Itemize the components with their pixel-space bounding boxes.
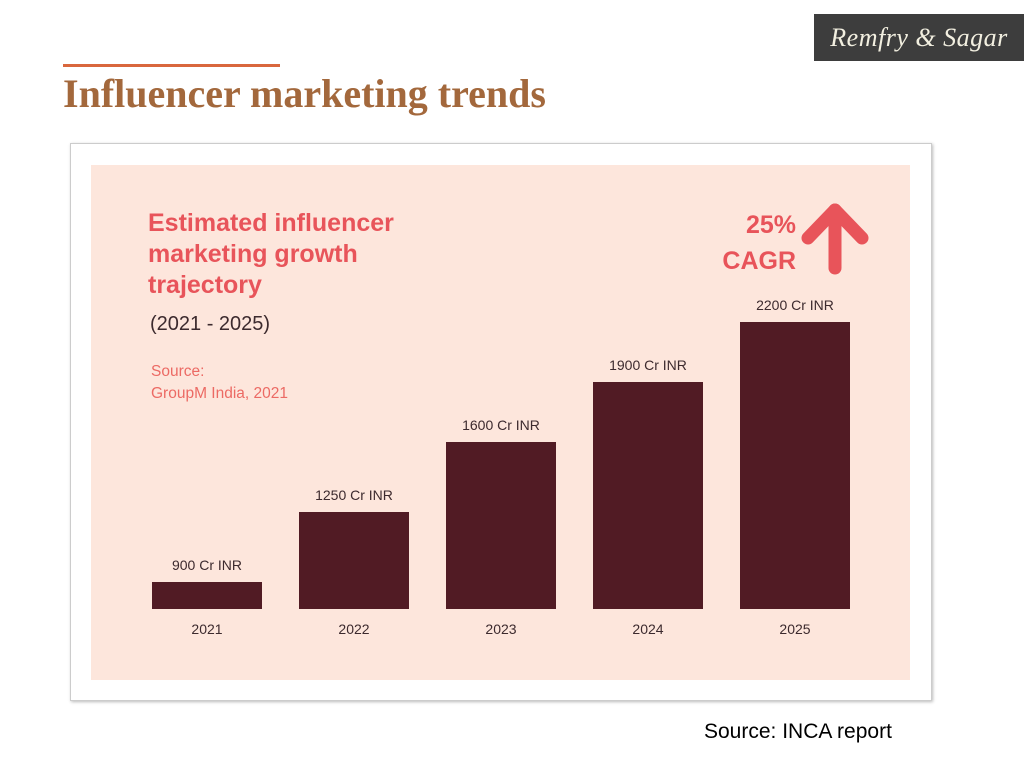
data-label: 2200 Cr INR — [756, 297, 834, 313]
data-label: 1600 Cr INR — [462, 417, 540, 433]
arrow-up-icon — [801, 203, 869, 275]
company-logo: Remfry & Sagar — [814, 14, 1024, 61]
chart-title-line: Estimated influencer — [148, 209, 394, 237]
x-tick-label: 2025 — [779, 621, 810, 637]
source-line: GroupM India, 2021 — [151, 385, 289, 402]
bar-2023 — [446, 442, 556, 609]
x-tick-label: 2021 — [191, 621, 222, 637]
data-label: 1250 Cr INR — [315, 487, 393, 503]
chart-title-line: marketing growth — [148, 240, 358, 268]
data-label: 900 Cr INR — [172, 557, 242, 573]
source-line: Source: — [151, 363, 205, 380]
slide-title: Influencer marketing trends — [63, 71, 546, 116]
bar-2022 — [299, 512, 409, 609]
chart-title: Estimated influencer marketing growth tr… — [148, 208, 448, 301]
data-label: 1900 Cr INR — [609, 357, 687, 373]
chart-title-line: trajectory — [148, 271, 262, 299]
chart-subtitle: (2021 - 2025) — [150, 313, 271, 335]
x-tick-label: 2022 — [338, 621, 369, 637]
cagr-value: 25% — [745, 211, 796, 239]
cagr-annotation: 25% CAGR — [716, 207, 796, 279]
x-tick-label: 2024 — [632, 621, 663, 637]
bar-2025 — [740, 322, 850, 609]
x-tick-label: 2023 — [485, 621, 516, 637]
chart-source: Source: GroupM India, 2021 — [151, 361, 288, 405]
bar-2021 — [152, 582, 262, 609]
cagr-label: CAGR — [722, 247, 796, 275]
bar-2024 — [593, 382, 703, 609]
slide-source: Source: INCA report — [704, 720, 892, 743]
title-accent-rule — [63, 64, 280, 67]
